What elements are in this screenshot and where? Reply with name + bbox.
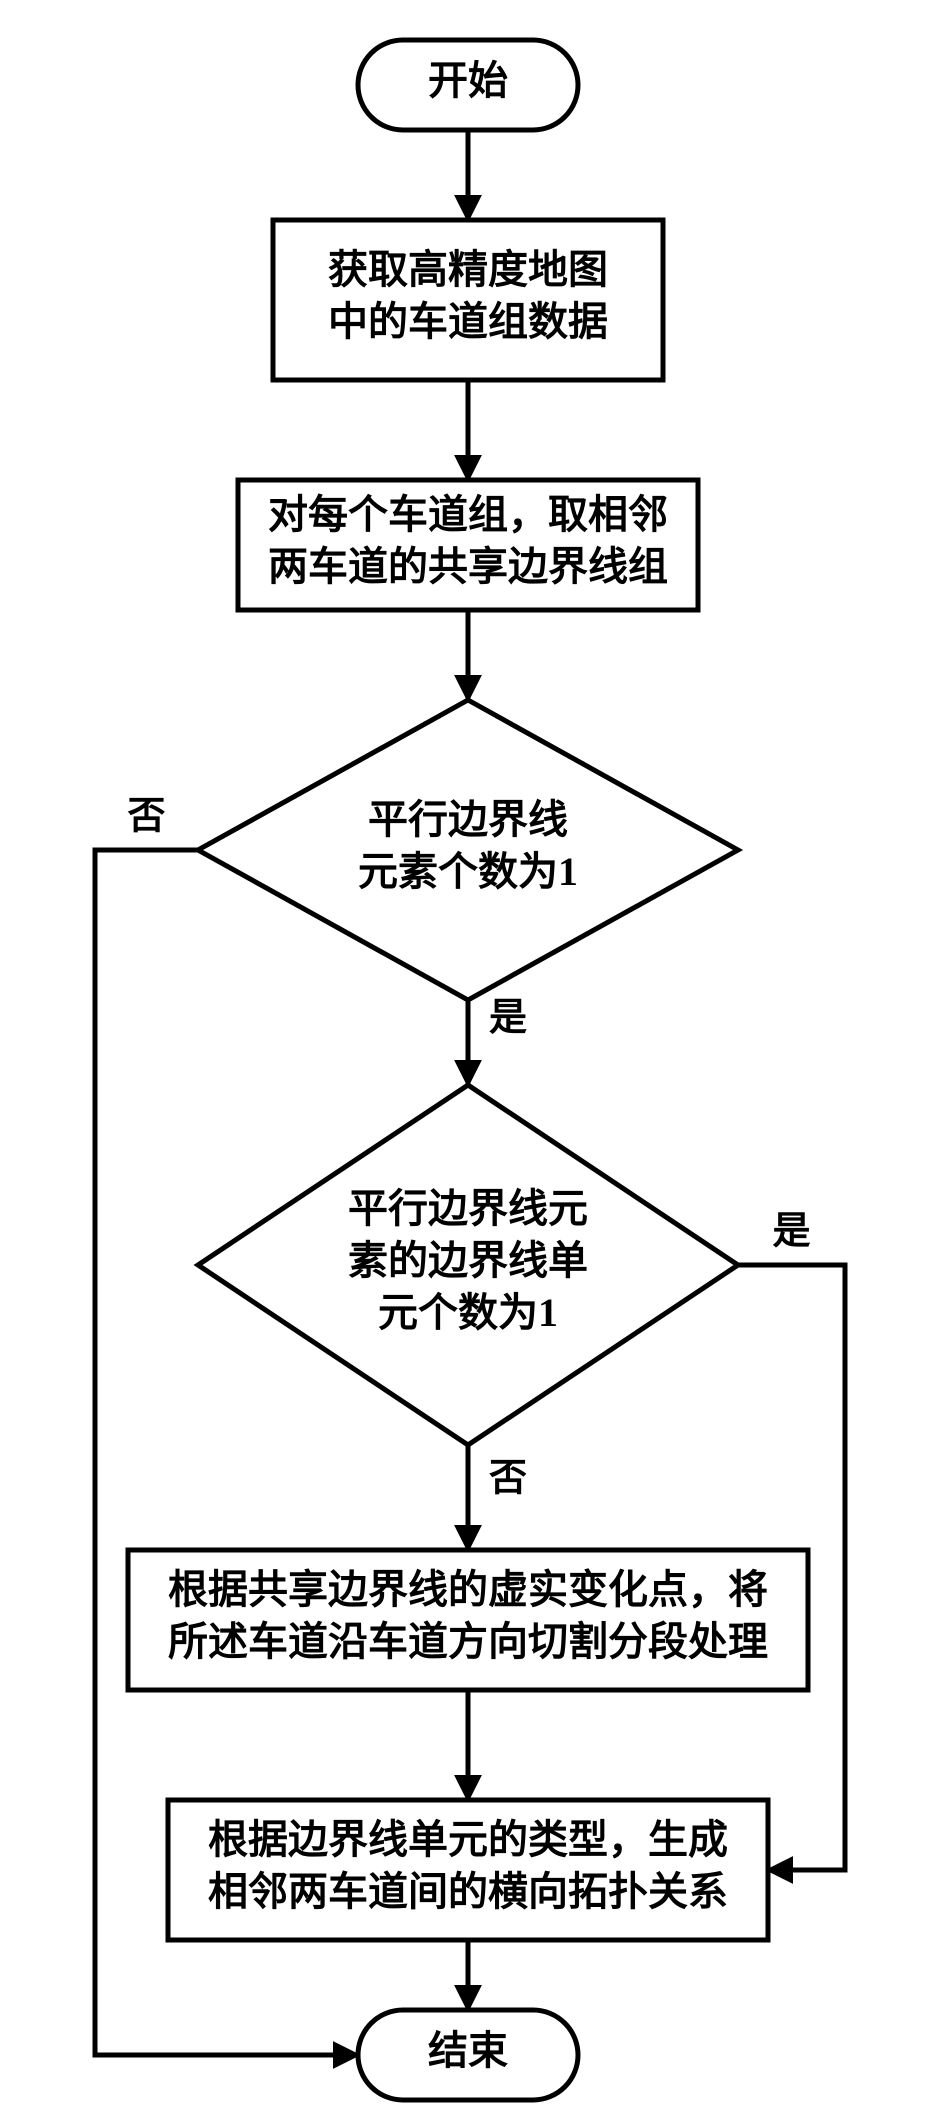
d2-label-line-1: 素的边界线单: [348, 1238, 588, 1283]
n2-label-line-1: 两车道的共享边界线组: [268, 544, 668, 589]
d2-label-line-2: 元个数为1: [378, 1290, 558, 1335]
edge-label-8: 是: [772, 1211, 810, 1253]
d1-label-line-0: 平行边界线: [368, 797, 568, 842]
d1-label-line-1: 元素个数为1: [358, 849, 578, 894]
n3-label-line-0: 根据共享边界线的虚实变化点，将: [168, 1567, 768, 1612]
start-label-line-0: 开始: [428, 58, 508, 103]
n4-label-line-1: 相邻两车道间的横向拓扑关系: [208, 1869, 728, 1914]
n1-label-line-0: 获取高精度地图: [328, 247, 608, 292]
n2-label-line-0: 对每个车道组，取相邻: [268, 492, 668, 537]
d2-label-line-0: 平行边界线元: [348, 1186, 588, 1231]
end-label-line-0: 结束: [428, 2028, 508, 2073]
edge-label-3: 是: [489, 997, 527, 1039]
edge-label-7: 否: [127, 796, 165, 838]
n3-label-line-1: 所述车道沿车道方向切割分段处理: [168, 1619, 768, 1664]
edge-label-4: 否: [489, 1457, 527, 1499]
n1-label-line-1: 中的车道组数据: [328, 299, 608, 344]
n4-label-line-0: 根据边界线单元的类型，生成: [208, 1817, 728, 1862]
